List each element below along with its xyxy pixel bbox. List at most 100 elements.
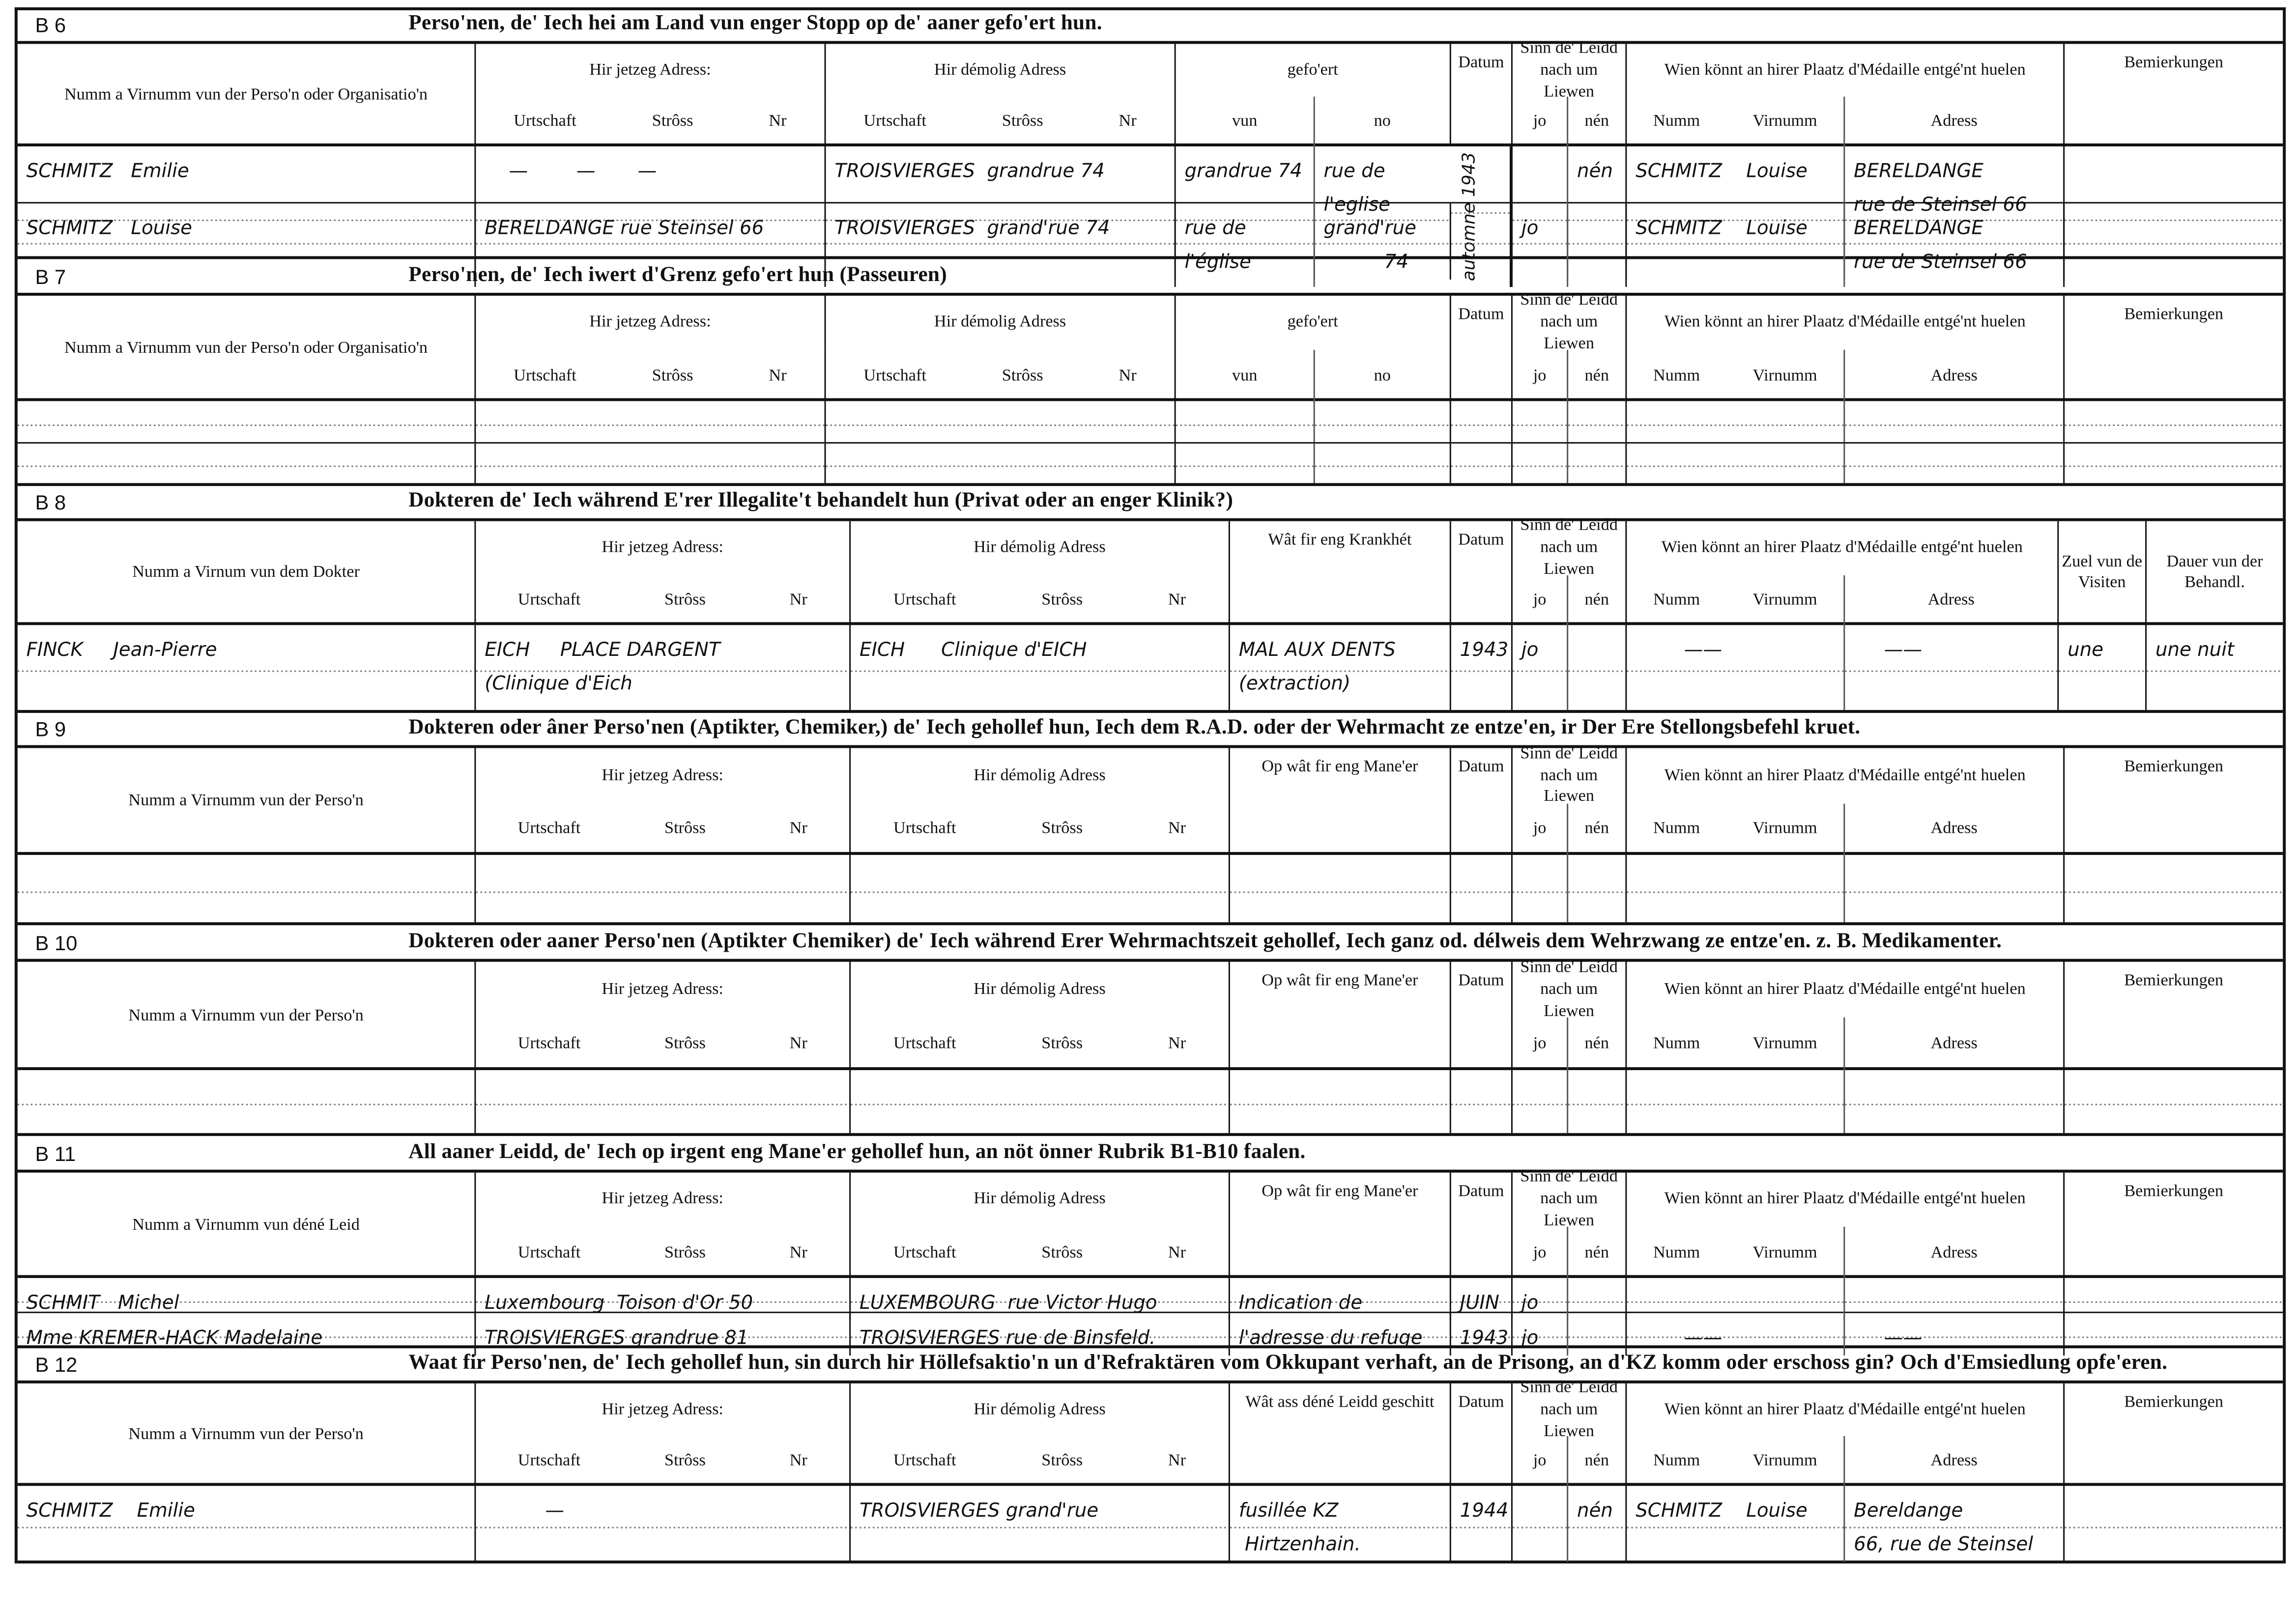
yes-label: jo: [1533, 113, 1547, 131]
table-cell[interactable]: ——: [1625, 1313, 1844, 1356]
table-cell[interactable]: TROISVIERGES rue de Binsfeld.: [849, 1313, 1229, 1356]
table-cell[interactable]: [1511, 443, 1567, 483]
table-cell[interactable]: [1625, 855, 1844, 923]
table-cell[interactable]: fusillée KZ Hirtzenhain.: [1228, 1486, 1450, 1562]
table-cell[interactable]: 1944: [1449, 1486, 1511, 1562]
table-cell[interactable]: [2063, 202, 2283, 279]
table-cell[interactable]: [474, 1070, 850, 1133]
no-label: nén: [1584, 1035, 1609, 1053]
table-cell[interactable]: [2063, 1486, 2283, 1562]
strasse-label: Strôss: [1041, 591, 1083, 609]
table-cell[interactable]: [2063, 1313, 2283, 1356]
table-cell[interactable]: [474, 443, 825, 483]
table-cell[interactable]: [1228, 855, 1450, 923]
table-cell[interactable]: SCHMITZ Louise: [1625, 1486, 1844, 1562]
table-cell[interactable]: [1449, 202, 1511, 279]
table-cell[interactable]: [849, 855, 1229, 923]
table-cell[interactable]: [17, 443, 475, 483]
yes-label: jo: [1533, 820, 1547, 838]
table-cell[interactable]: [1511, 1486, 1567, 1562]
table-cell[interactable]: une nuit: [2145, 625, 2283, 710]
table-cell[interactable]: TROISVIERGES grandrue 81: [474, 1313, 850, 1356]
table-cell[interactable]: [474, 855, 850, 923]
table-row: SCHMIT Michel Luxembourg Toison d'Or 50 LU…: [17, 1278, 2283, 1321]
table-cell[interactable]: SCHMITZ Louise: [1625, 202, 1844, 279]
table-cell[interactable]: grand'rue 74: [1313, 202, 1450, 279]
table-cell[interactable]: jo: [1511, 1313, 1567, 1356]
table-cell[interactable]: 1943: [1449, 625, 1511, 710]
table-cell[interactable]: [1313, 443, 1450, 483]
table-cell[interactable]: [1567, 855, 1626, 923]
column-header: Numm a Virnumm vun déné Leid Hir jetzeg A…: [17, 1169, 2283, 1278]
table-cell[interactable]: [1449, 443, 1511, 483]
table-cell[interactable]: ——: [1843, 625, 2058, 710]
table-cell[interactable]: [1625, 401, 1844, 442]
column-sublabels: nén: [1567, 803, 1625, 855]
table-cell[interactable]: [1174, 443, 1314, 483]
table-cell[interactable]: [824, 443, 1175, 483]
table-cell[interactable]: SCHMITZ Emilie: [17, 1486, 475, 1562]
table-cell[interactable]: [2063, 855, 2283, 923]
column-sublabels: Urtschaft Strôss Nr: [849, 803, 1229, 855]
table-cell[interactable]: —: [474, 1486, 850, 1562]
table-cell[interactable]: [1449, 401, 1511, 442]
table-cell[interactable]: [1313, 401, 1450, 442]
table-cell[interactable]: [1567, 625, 1626, 710]
table-cell[interactable]: MAL AUX DENTS (extraction): [1228, 625, 1450, 710]
table-cell[interactable]: jo: [1511, 625, 1567, 710]
table-cell[interactable]: [1843, 401, 2064, 442]
table-cell[interactable]: nén: [1567, 1486, 1626, 1562]
table-cell[interactable]: l'adresse du refuge: [1228, 1313, 1450, 1356]
table-cell[interactable]: [17, 1070, 475, 1133]
table-cell[interactable]: [1511, 1070, 1567, 1133]
table-cell[interactable]: [1567, 1070, 1626, 1133]
current-address-header: Hir jetzeg Adress:: [474, 295, 824, 351]
table-cell[interactable]: jo: [1511, 202, 1567, 279]
table-cell[interactable]: [849, 1070, 1229, 1133]
table-cell[interactable]: rue de l'église: [1174, 202, 1314, 279]
table-cell[interactable]: [1174, 401, 1314, 442]
table-cell[interactable]: [1567, 401, 1626, 442]
table-cell[interactable]: [2063, 443, 2283, 483]
table-cell[interactable]: [1567, 443, 1626, 483]
table-cell[interactable]: [1511, 401, 1567, 442]
section-b6: B 6 Perso'nen, de' Iech hei am Land vun e…: [17, 10, 2283, 287]
table-cell[interactable]: [17, 855, 475, 923]
table-cell[interactable]: BERELDANGE rue Steinsel 66: [474, 202, 825, 279]
column-sublabels: vun: [1174, 350, 1314, 401]
table-cell[interactable]: [2063, 401, 2283, 442]
table-cell[interactable]: [17, 401, 475, 442]
table-cell[interactable]: ——: [1843, 1313, 2064, 1356]
table-cell[interactable]: une: [2057, 625, 2146, 710]
table-cell[interactable]: [1511, 855, 1567, 923]
table-cell[interactable]: [1567, 1313, 1626, 1356]
nr-label: Nr: [1168, 1244, 1186, 1262]
table-cell[interactable]: TROISVIERGES grand'rue 74: [824, 202, 1175, 279]
table-cell[interactable]: [1449, 855, 1511, 923]
table-cell[interactable]: [1228, 1070, 1450, 1133]
table-cell[interactable]: [1625, 1070, 1844, 1133]
strasse-label: Strôss: [664, 1452, 706, 1471]
table-cell[interactable]: ——: [1625, 625, 1844, 710]
table-cell[interactable]: TROISVIERGES grand'rue: [849, 1486, 1229, 1562]
table-cell[interactable]: [474, 401, 825, 442]
table-cell[interactable]: SCHMITZ Louise: [17, 202, 475, 279]
table-cell[interactable]: EICH PLACE DARGENT (Clinique d'Eich: [474, 625, 850, 710]
table-cell[interactable]: Bereldange 66, rue de Steinsel: [1843, 1486, 2064, 1562]
table-cell[interactable]: Mme KREMER-HACK Madelaine: [17, 1313, 475, 1356]
table-cell[interactable]: 1943: [1449, 1313, 1511, 1356]
table-cell[interactable]: [1625, 443, 1844, 483]
table-cell[interactable]: [2063, 1070, 2283, 1133]
table-cell[interactable]: [1843, 1070, 2064, 1133]
name-column-header: Numm a Virnumm vun déné Leid: [132, 1216, 360, 1234]
table-cell[interactable]: [1567, 202, 1626, 279]
table-cell[interactable]: FINCK Jean-Pierre: [17, 625, 475, 710]
table-cell[interactable]: [1449, 1070, 1511, 1133]
adress-label: Adress: [1930, 1452, 1978, 1471]
table-cell[interactable]: BERELDANGE rue de Steinsel 66: [1843, 202, 2064, 279]
table-cell[interactable]: [824, 401, 1175, 442]
table-cell[interactable]: EICH Clinique d'EICH: [849, 625, 1229, 710]
table-cell[interactable]: [1843, 443, 2064, 483]
table-cell[interactable]: [1843, 855, 2064, 923]
strasse-label: Strôss: [1002, 113, 1043, 131]
